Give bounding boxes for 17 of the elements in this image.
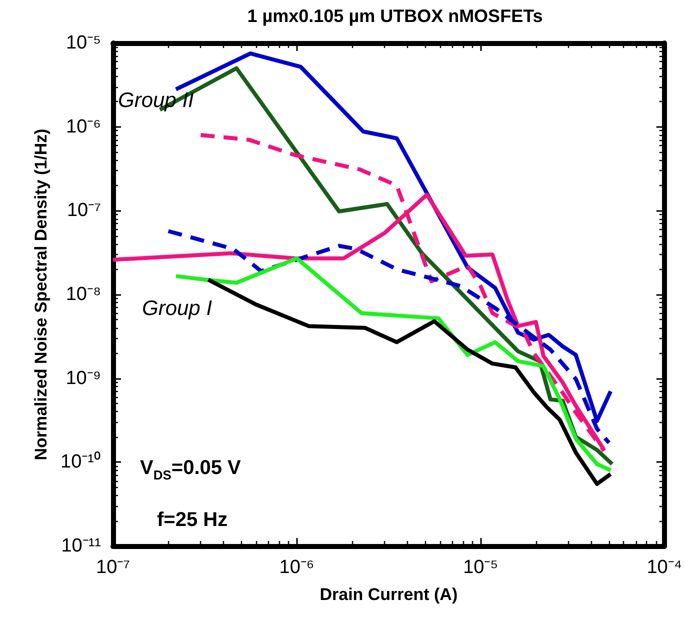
y-tick-label: 10⁻⁶ [66,116,101,138]
y-tick-label: 10⁻⁷ [66,200,102,222]
y-tick-label: 10⁻⁵ [66,32,101,54]
y-tick-label: 10⁻⁸ [66,284,101,305]
x-tick-label: 10⁻⁶ [279,557,314,578]
x-tick-label: 10⁻⁵ [463,557,498,578]
x-axis-title: Drain Current (A) [320,585,458,604]
y-axis-title: Normalized Noise Spectral Density (1/Hz) [32,128,51,460]
annotation: Group II [118,89,194,112]
chart-title: 1 µmx0.105 µm UTBOX nMOSFETs [247,6,543,26]
x-tick-label: 10⁻⁴ [646,557,682,578]
annotation: Group I [142,297,212,320]
annotation: f=25 Hz [157,509,228,531]
y-tick-label: 10⁻⁹ [66,368,101,389]
y-tick-label: 10⁻¹¹ [61,536,101,556]
x-tick-label: 10⁻⁷ [96,557,130,578]
y-tick-label: 10⁻¹⁰ [60,450,101,473]
